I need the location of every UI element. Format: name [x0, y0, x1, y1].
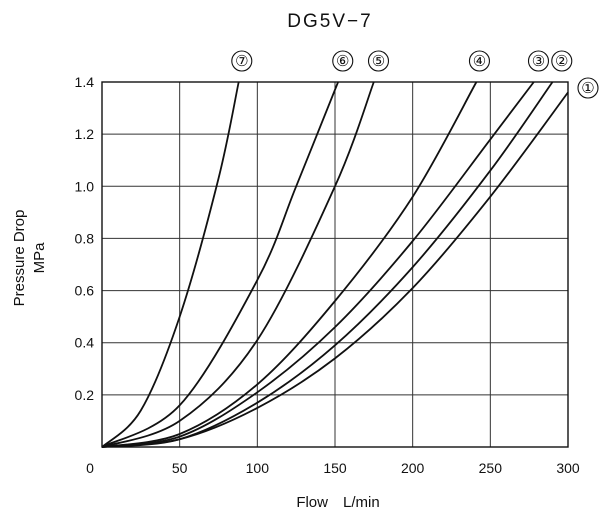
curve-label-text: ⑦ — [235, 53, 248, 70]
x-tick-label: 250 — [479, 460, 503, 476]
y-axis-unit: MPa — [31, 242, 48, 274]
curve-3 — [101, 81, 535, 448]
grid-lines — [102, 82, 568, 447]
y-tick-label: 0.6 — [75, 283, 95, 299]
chart-title: DG5V−7 — [287, 11, 372, 32]
x-tick-label: 50 — [172, 460, 188, 476]
curve-label-text: ① — [581, 80, 594, 97]
y-tick-label: 1.4 — [75, 74, 95, 90]
curve-label: ⑥ — [332, 50, 354, 72]
x-tick-label: 100 — [246, 460, 270, 476]
y-tick-label: 0.8 — [75, 230, 95, 246]
y-tick-label: 0.4 — [75, 335, 95, 351]
curve-label-circle — [231, 50, 253, 72]
x-tick-label: 300 — [556, 460, 580, 476]
curve-label-text: ⑤ — [372, 53, 385, 70]
x-tick-label: 200 — [401, 460, 425, 476]
curve-label: ② — [551, 50, 573, 72]
curve-7 — [101, 81, 240, 448]
curve-label-text: ③ — [532, 53, 545, 70]
tick-labels: 0 50 100 150 200 250 300 0.2 0.4 0.6 0.8 1.0 1.2 1.4 — [75, 74, 580, 476]
curve-label-circle — [468, 50, 491, 72]
curve-4 — [101, 81, 478, 448]
curve-label-circle — [577, 77, 599, 99]
curve-label: ① — [577, 77, 599, 99]
curve-labels: ⑦ ⑥ ⑤ ④ ③ ②① — [231, 50, 599, 99]
curve-label-circle — [551, 50, 573, 72]
y-tick-label: 1.2 — [75, 126, 95, 142]
curve-label: ④ — [468, 50, 491, 72]
y-axis-label: Pressure Drop — [11, 210, 28, 307]
x-axis-label: Flow L/min — [296, 494, 379, 511]
curve-label-circle — [332, 50, 354, 72]
plot-frame — [101, 81, 569, 448]
y-tick-label: 0.2 — [75, 387, 95, 403]
curve-2 — [101, 81, 554, 448]
curve-6 — [101, 81, 339, 448]
curve-label-text: ④ — [473, 53, 486, 70]
curve-label-circle — [527, 50, 550, 72]
curve-group — [101, 81, 569, 448]
curve-label: ⑦ — [231, 50, 253, 72]
curve-label: ⑤ — [367, 50, 390, 72]
curve-label: ③ — [527, 50, 550, 72]
x-tick-label: 150 — [323, 460, 347, 476]
curve-label-text: ② — [555, 53, 568, 70]
curve-label-text: ⑥ — [336, 53, 349, 70]
y-tick-label: 1.0 — [75, 178, 95, 194]
x-tick-label: 0 — [86, 460, 94, 476]
curve-5 — [101, 81, 375, 448]
curve-label-circle — [367, 50, 390, 72]
